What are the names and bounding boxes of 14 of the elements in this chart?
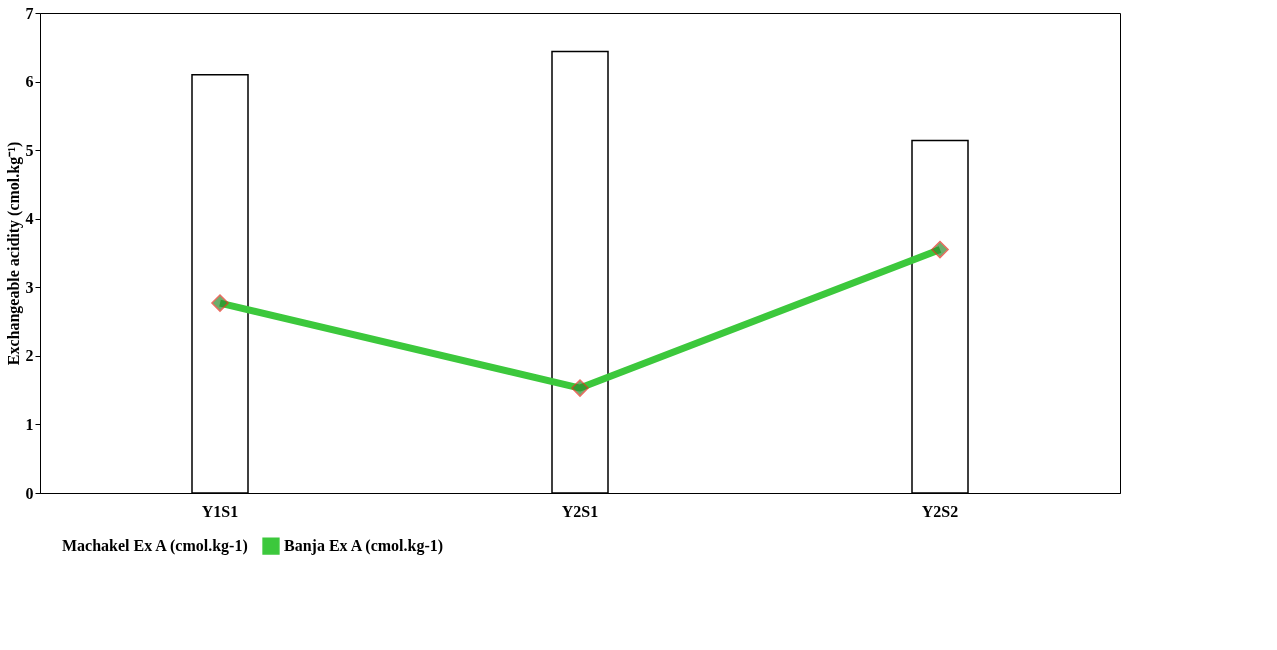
y-tick-label: 6 (25, 73, 34, 91)
y-tick-label: 3 (25, 278, 34, 296)
y-axis-title: Exchangeable acidity (cmol.kg⁻¹) (4, 141, 23, 366)
text: Machakel Ex A (cmol.kg-1) (62, 537, 248, 556)
y-tick-label: 4 (25, 210, 34, 228)
y-tick-label: 7 (25, 4, 34, 22)
y-tick-label: 5 (25, 141, 34, 159)
x-tick-label: Y1S1 (201, 502, 239, 520)
x-tick-label: Y2S1 (561, 502, 599, 520)
legend-label: Banja Ex A (cmol.kg-1) (284, 537, 444, 556)
x-tick-label: Y2S2 (921, 502, 959, 520)
y-tick-label: 0 (25, 484, 34, 502)
y-tick-label: 1 (25, 415, 34, 433)
y-tick-label: 2 (25, 347, 34, 365)
